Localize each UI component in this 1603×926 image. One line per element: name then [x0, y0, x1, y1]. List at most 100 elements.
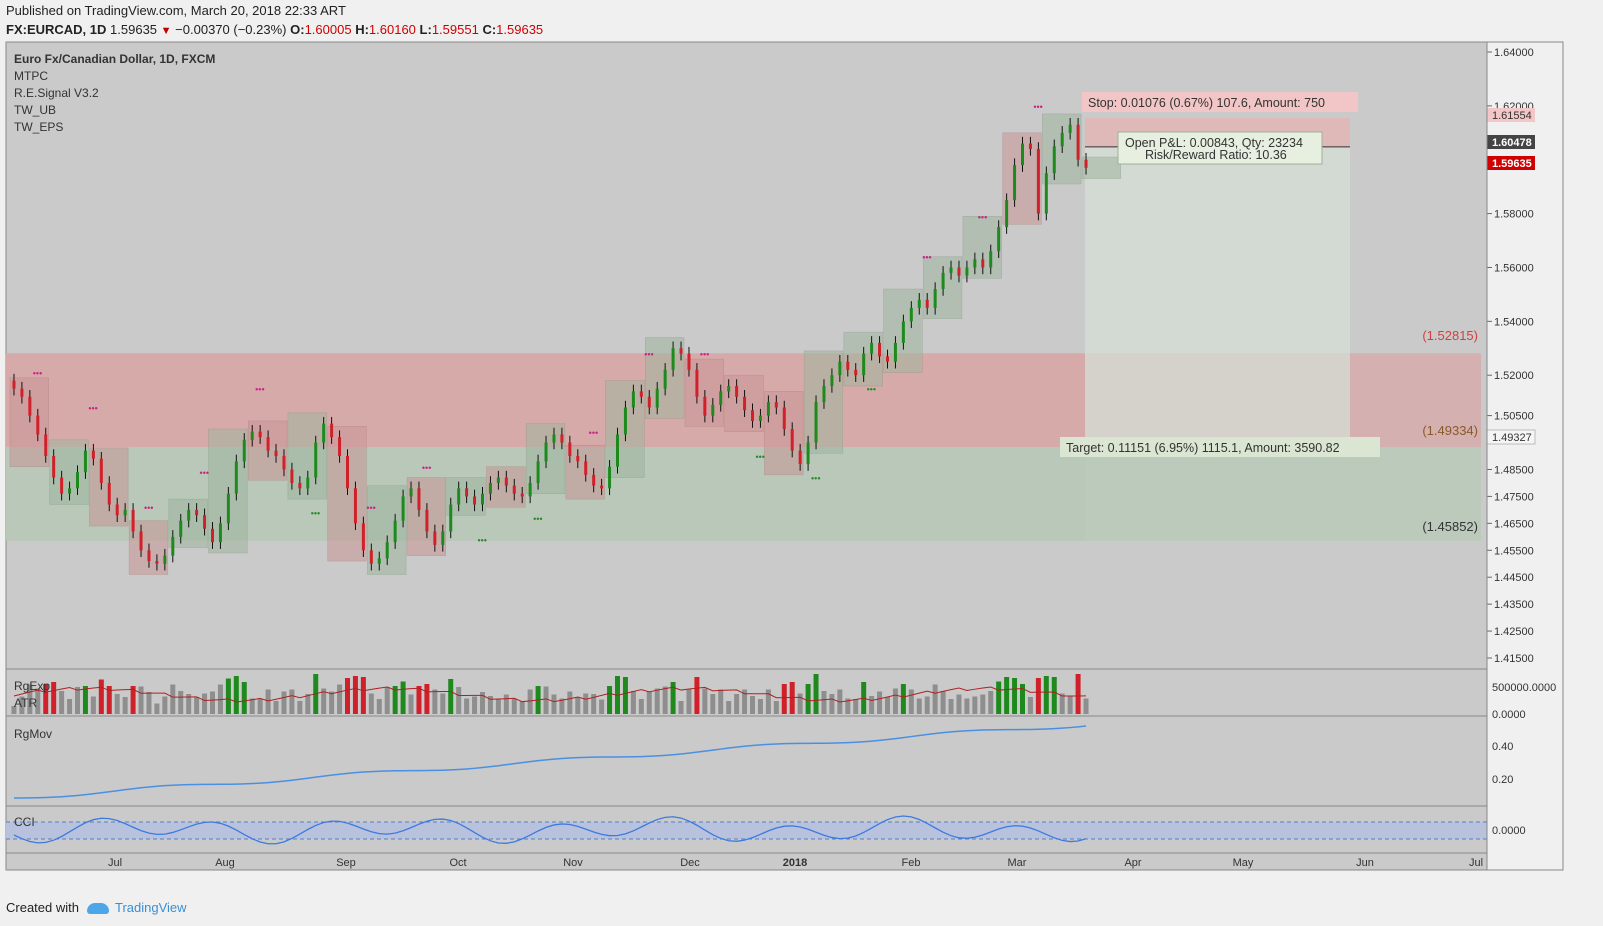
- rgexp-bar: [996, 681, 1002, 714]
- rgexp-bar: [210, 691, 215, 714]
- candle-body: [623, 407, 627, 435]
- signal-dots: •••: [922, 253, 931, 263]
- signal-dots: •••: [644, 350, 653, 360]
- rgexp-bar: [948, 699, 954, 714]
- candle-body: [1076, 124, 1080, 160]
- candle-body: [123, 509, 127, 516]
- rgexp-bar: [495, 699, 501, 714]
- candle-body: [52, 456, 56, 478]
- rgexp-bar: [543, 686, 549, 714]
- close-label: C:: [482, 22, 497, 37]
- rgexp-bar: [416, 686, 422, 714]
- published-line: Published on TradingView.com, March 20, …: [6, 3, 346, 18]
- chart-area[interactable]: ••• ••• ••• ••• ••• ••• ••• ••• ••• ••• ••• ••• ••• •…: [0, 0, 1603, 900]
- rgexp-bar: [567, 691, 573, 714]
- candle-body: [496, 477, 500, 483]
- legend-tweps: TW_EPS: [14, 120, 63, 134]
- candle-body: [457, 488, 461, 505]
- candle-body: [814, 402, 818, 443]
- candle-body: [862, 353, 866, 376]
- candle-body: [941, 272, 945, 290]
- rgexp-bar: [1012, 678, 1018, 714]
- price-axis-frame: [1486, 41, 1564, 871]
- time-tick-label-6: 2018: [783, 857, 807, 869]
- candle-body: [758, 415, 762, 421]
- weekly-box: [803, 350, 844, 454]
- candle-body: [353, 488, 357, 524]
- candle-body: [965, 267, 969, 276]
- candle-body: [592, 474, 596, 486]
- rgexp-bar: [321, 688, 327, 714]
- rgexp-bar: [980, 694, 986, 714]
- rgexp-bar: [591, 694, 597, 714]
- candle-body: [616, 434, 619, 467]
- candle-body: [91, 450, 95, 459]
- candle-body: [1084, 159, 1088, 168]
- signal-dots: •••: [700, 350, 709, 360]
- price-tick-label-9: 1.47500: [1494, 491, 1534, 503]
- candle-body: [306, 477, 310, 489]
- price-tick-label-6: 1.52000: [1494, 370, 1534, 382]
- rgexp-bar: [686, 689, 692, 714]
- rgexp-bar: [630, 691, 636, 714]
- low-value: 1.59551: [431, 22, 479, 37]
- time-tick-label-1: Aug: [215, 857, 235, 869]
- candle-body: [917, 299, 921, 308]
- rgexp-bar: [265, 689, 271, 714]
- rgmov-label: RgMov: [14, 727, 52, 741]
- rgexp-bar: [869, 696, 875, 714]
- candle-body: [719, 391, 723, 405]
- candle-body: [727, 385, 731, 392]
- candle-body: [290, 469, 294, 483]
- candle-body: [83, 450, 87, 473]
- rgexp-bar: [940, 691, 946, 714]
- rgexp-bar: [154, 703, 160, 714]
- rgexp-bar: [82, 686, 88, 714]
- candle-body: [504, 477, 508, 486]
- close-value: 1.59635: [496, 22, 544, 37]
- candle-body: [576, 456, 580, 462]
- weekly-box: [1081, 156, 1122, 179]
- rgexp-bar: [289, 689, 295, 714]
- candle-body: [226, 493, 230, 524]
- rgexp-bar: [750, 696, 755, 714]
- candle-body: [441, 531, 445, 545]
- candle-body: [449, 504, 453, 532]
- footer: Created with TradingView: [6, 900, 187, 915]
- rgexp-bar: [527, 689, 533, 714]
- candle-body: [465, 488, 469, 497]
- time-tick-label-4: Nov: [563, 857, 583, 869]
- candle-body: [488, 482, 492, 494]
- candle-body: [385, 542, 389, 559]
- rgexp-bar: [900, 684, 906, 714]
- candle-body: [282, 456, 286, 470]
- signal-dots: •••: [978, 212, 987, 222]
- tradingview-link[interactable]: TradingView: [114, 900, 187, 915]
- signal-dots: •••: [144, 503, 153, 513]
- rgexp-bar: [114, 694, 120, 714]
- candle-body: [639, 391, 643, 397]
- rgmov-pane[interactable]: [5, 715, 1488, 807]
- rgexp-bar: [376, 699, 382, 714]
- price-tick-label-12: 1.44500: [1494, 572, 1534, 584]
- candle-body: [163, 555, 167, 564]
- candle-body: [131, 509, 135, 532]
- candle-body: [115, 504, 119, 516]
- rgexp-bar: [932, 684, 938, 714]
- rgexp-bar: [599, 699, 605, 714]
- weekly-box: [406, 477, 447, 556]
- rgexp-bar: [19, 696, 25, 714]
- candle-body: [187, 509, 191, 521]
- candle-body: [830, 375, 834, 386]
- rgexp-bar: [51, 682, 57, 714]
- price-tick-label-0: 1.64000: [1494, 47, 1534, 59]
- candle-body: [655, 388, 659, 408]
- candle-body: [925, 299, 929, 308]
- last-price: 1.59635: [110, 22, 158, 37]
- signal-dots: •••: [533, 514, 542, 524]
- target-text: Target: 0.11151 (6.95%) 1115.1, Amount: …: [1066, 441, 1340, 455]
- rgexp-bar: [456, 687, 462, 714]
- signal-dots: •••: [811, 474, 820, 484]
- price-tick-label-3: 1.58000: [1494, 209, 1534, 221]
- rgexp-bar: [964, 698, 970, 714]
